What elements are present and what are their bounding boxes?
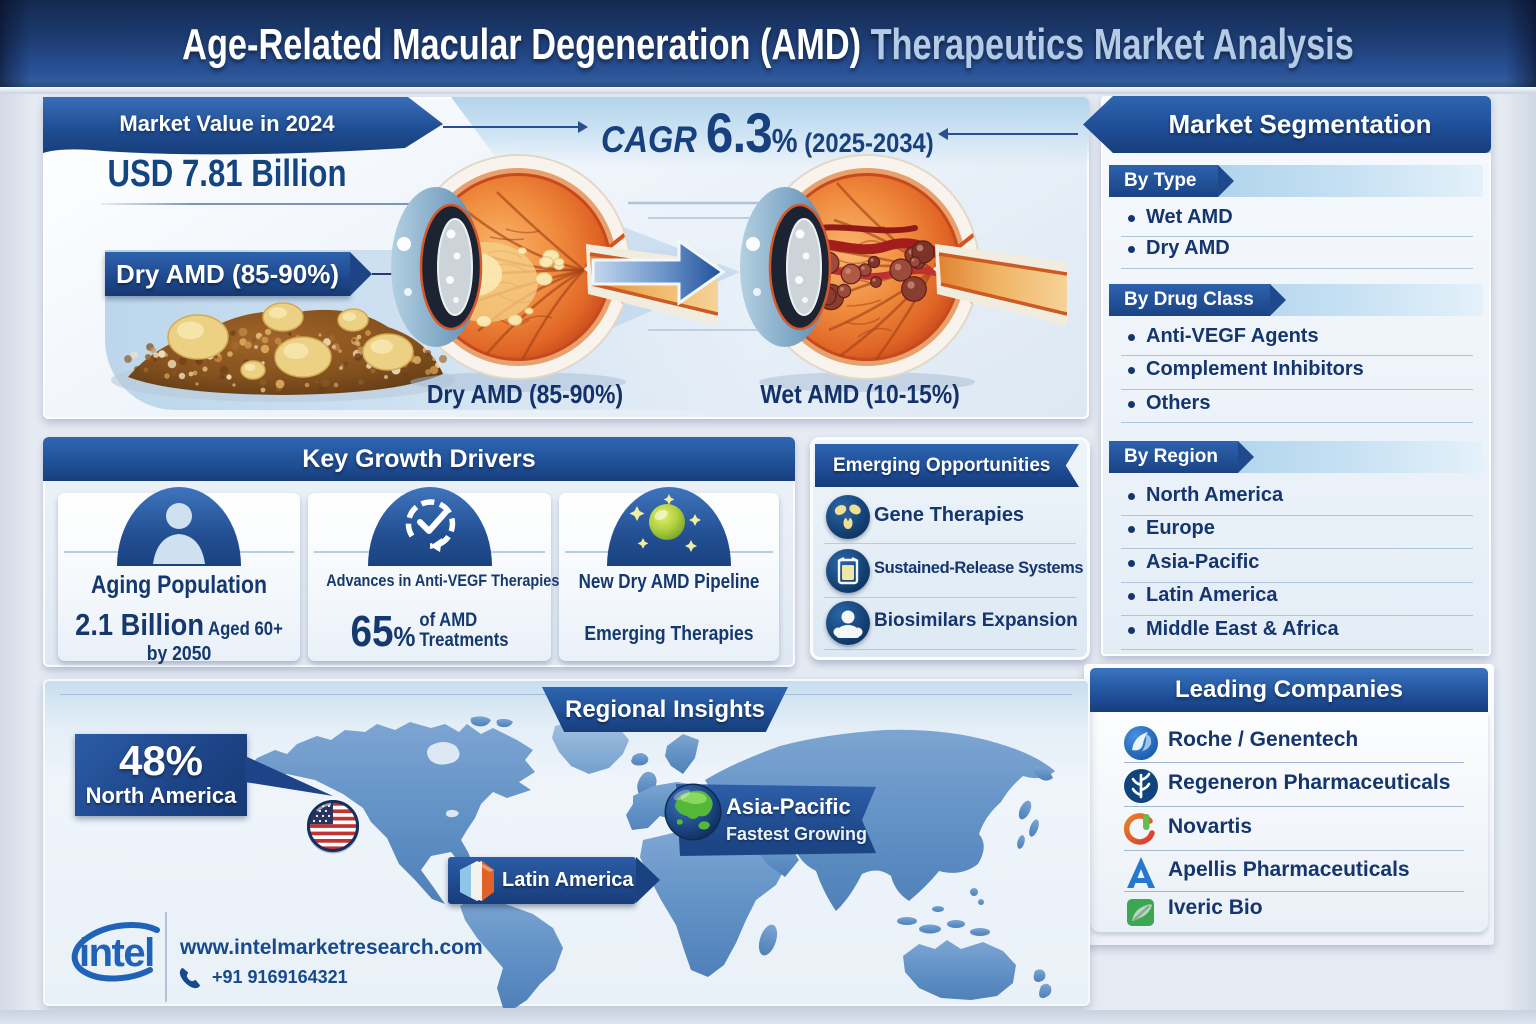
svg-text:intel: intel bbox=[79, 931, 154, 975]
